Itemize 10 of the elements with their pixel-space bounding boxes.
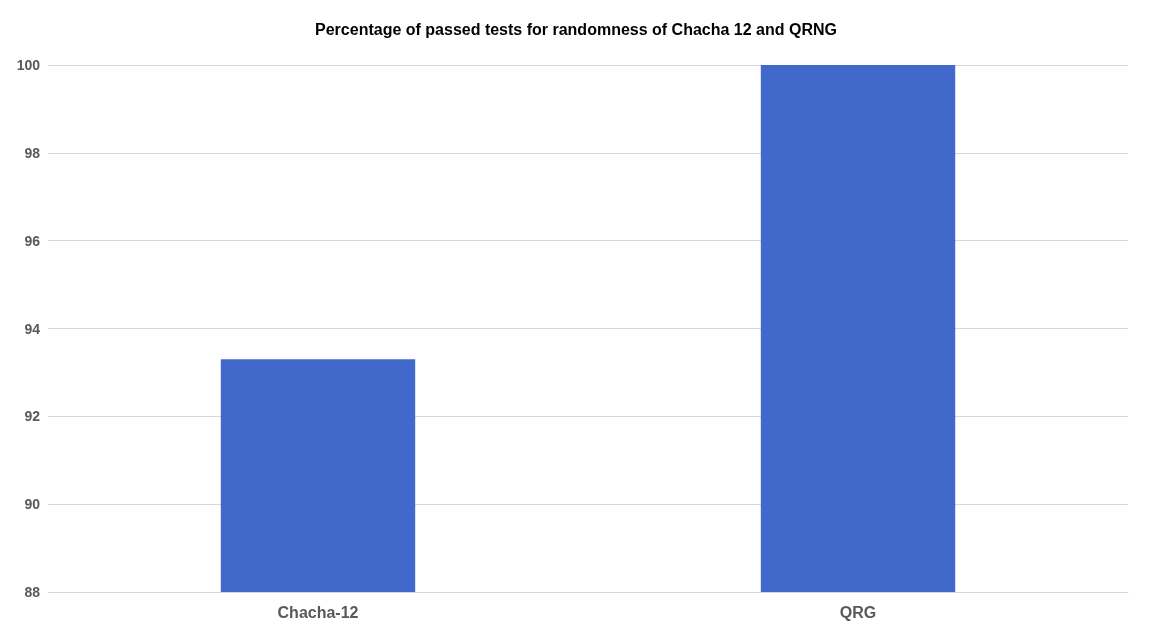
y-tick-label: 94 — [24, 320, 41, 337]
y-tick-label: 92 — [24, 408, 41, 425]
x-tick-label: Chacha-12 — [277, 603, 359, 621]
y-tick-label: 88 — [24, 584, 41, 600]
x-tick-label: QRG — [839, 603, 877, 621]
y-tick-label: 98 — [24, 144, 41, 161]
y-tick-label: 90 — [24, 496, 41, 513]
chart-title: Percentage of passed tests for randomness of Chacha 12 and QRNG — [315, 20, 837, 38]
y-tick-label: 100 — [16, 57, 41, 73]
y-tick-label: 96 — [24, 232, 41, 249]
